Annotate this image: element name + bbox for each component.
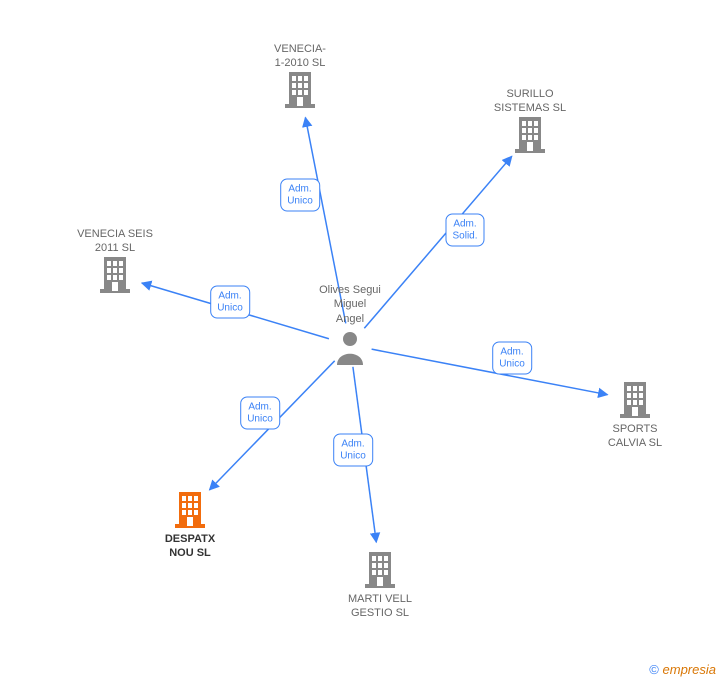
building-icon[interactable] xyxy=(175,492,205,528)
brand-logo: empresia xyxy=(663,662,716,677)
node-label: SPORTS CALVIA SL xyxy=(608,422,662,451)
edge-label: Adm. Solid. xyxy=(445,214,484,247)
building-icon[interactable] xyxy=(285,72,315,108)
node-label: MARTI VELL GESTIO SL xyxy=(348,592,412,621)
edge-line xyxy=(372,349,608,395)
edge-label: Adm. Unico xyxy=(280,179,320,212)
network-diagram: Adm. Unico Adm. Solid. Adm. Unico Adm. Unic… xyxy=(0,0,728,685)
building-icon[interactable] xyxy=(365,552,395,588)
building-icon[interactable] xyxy=(515,117,545,153)
edge-line xyxy=(364,156,511,328)
node-label: SURILLO SISTEMAS SL xyxy=(494,87,566,116)
edge-label: Adm. Unico xyxy=(333,434,373,467)
building-icon[interactable] xyxy=(620,382,650,418)
center-label: Olives Segui Miguel Angel xyxy=(319,283,381,326)
node-label: VENECIA SEIS 2011 SL xyxy=(77,227,153,256)
copyright-symbol: © xyxy=(649,662,659,677)
node-label: VENECIA- 1-2010 SL xyxy=(274,42,326,71)
edge-label: Adm. Unico xyxy=(492,342,532,375)
svg-edges-and-icons xyxy=(0,0,728,685)
building-icon[interactable] xyxy=(100,257,130,293)
edge-label: Adm. Unico xyxy=(210,286,250,319)
edge-label: Adm. Unico xyxy=(240,397,280,430)
node-label: DESPATX NOU SL xyxy=(165,532,215,561)
person-icon[interactable] xyxy=(337,332,363,365)
footer: © empresia xyxy=(649,662,716,677)
